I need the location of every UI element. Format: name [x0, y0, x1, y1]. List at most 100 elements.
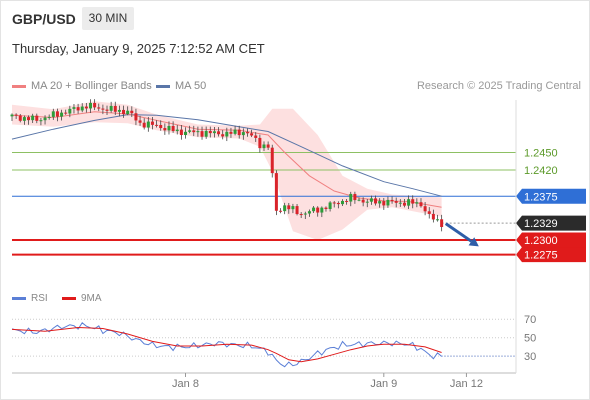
- candle: [369, 198, 373, 202]
- candle: [122, 109, 126, 115]
- candle: [245, 132, 249, 134]
- level-tag-1.2275: [516, 247, 586, 263]
- candle: [64, 112, 68, 114]
- candle: [390, 199, 394, 202]
- candle: [130, 110, 134, 114]
- rsi-tick-30: 30: [524, 351, 536, 363]
- candle: [167, 125, 171, 131]
- candle: [76, 107, 80, 111]
- candle: [283, 205, 287, 212]
- candle: [27, 117, 31, 121]
- candle: [97, 107, 101, 109]
- candle: [274, 173, 278, 211]
- legend-rsi-label: RSI: [31, 293, 48, 304]
- candle: [361, 199, 365, 203]
- candle: [163, 128, 167, 131]
- candle: [386, 199, 390, 206]
- candle: [237, 129, 241, 136]
- candle: [10, 114, 14, 117]
- candle: [88, 102, 92, 109]
- candle: [241, 132, 245, 136]
- candle: [295, 206, 299, 215]
- rsi-swatch-icon: [12, 296, 26, 300]
- 9ma-swatch-icon: [62, 296, 76, 300]
- candle: [345, 200, 349, 202]
- candle: [146, 121, 150, 128]
- candle: [138, 120, 142, 123]
- candle: [266, 144, 270, 148]
- bollinger-band-area: [12, 101, 442, 240]
- candle: [291, 206, 295, 210]
- legend-bb-label: MA 20 + Bollinger Bands: [31, 80, 152, 92]
- candle: [378, 201, 382, 204]
- candle: [134, 113, 138, 121]
- candle: [212, 131, 216, 134]
- legend-9ma: 9MA: [62, 293, 102, 304]
- candle: [113, 105, 117, 112]
- candle: [407, 199, 411, 206]
- candle: [423, 206, 427, 212]
- candle: [374, 198, 378, 204]
- candle: [357, 199, 361, 201]
- legend-bb: MA 20 + Bollinger Bands: [12, 80, 152, 92]
- level-tag-1.2329: [516, 215, 586, 231]
- candle: [200, 131, 204, 137]
- candle: [312, 207, 316, 212]
- candle: [382, 201, 386, 206]
- candle: [51, 111, 55, 117]
- forecast-arrow: [444, 222, 473, 243]
- ma20-swatch-icon: [12, 84, 26, 88]
- legend-9ma-label: 9MA: [81, 293, 102, 304]
- candle: [440, 219, 444, 227]
- candle: [192, 130, 196, 133]
- candle: [184, 131, 188, 136]
- timeframe-button[interactable]: 30 MIN: [82, 7, 134, 30]
- candle: [68, 108, 72, 114]
- candle: [84, 106, 88, 109]
- forecast-arrow-head-icon: [468, 237, 479, 247]
- candle: [179, 129, 183, 136]
- candle: [258, 137, 262, 149]
- candle: [22, 117, 26, 121]
- currency-pair-title: GBP/USD: [12, 11, 76, 27]
- candle: [105, 109, 109, 111]
- candle: [43, 117, 47, 121]
- candle: [60, 112, 64, 117]
- timestamp-label: Thursday, January 9, 2025 7:12:52 AM CET: [12, 41, 265, 56]
- candle: [14, 114, 18, 116]
- level-label-1.2329: 1.2329: [524, 218, 558, 230]
- candle: [320, 207, 324, 213]
- candle: [55, 111, 59, 117]
- level-label-1.2420: 1.2420: [524, 165, 558, 177]
- research-credit: Research © 2025 Trading Central: [416, 80, 581, 92]
- candle: [39, 120, 43, 122]
- level-label-1.2375: 1.2375: [524, 191, 558, 203]
- candle: [316, 207, 320, 213]
- candle: [270, 147, 274, 174]
- legend-ma50-label: MA 50: [175, 80, 207, 92]
- candle: [196, 131, 200, 133]
- candle: [155, 124, 159, 126]
- rsi-tick-50: 50: [524, 333, 536, 345]
- candle: [217, 131, 221, 135]
- rsi-line: [11, 322, 442, 368]
- candle: [279, 210, 283, 212]
- candle: [35, 115, 39, 121]
- candle: [221, 134, 225, 137]
- candle: [159, 124, 163, 129]
- candle: [109, 105, 113, 111]
- candle: [419, 202, 423, 207]
- candle: [229, 131, 233, 134]
- chart-header: GBP/USD 30 MIN: [0, 0, 590, 36]
- candle: [254, 135, 258, 138]
- level-tag-1.2300: [516, 232, 586, 248]
- candle: [398, 202, 402, 204]
- candle: [171, 125, 175, 132]
- candle: [340, 200, 344, 205]
- candle: [175, 129, 179, 132]
- candle: [307, 211, 311, 214]
- x-tick-label: Jan 9: [370, 378, 397, 390]
- candle: [287, 205, 291, 210]
- legend-rsi: RSI: [12, 293, 48, 304]
